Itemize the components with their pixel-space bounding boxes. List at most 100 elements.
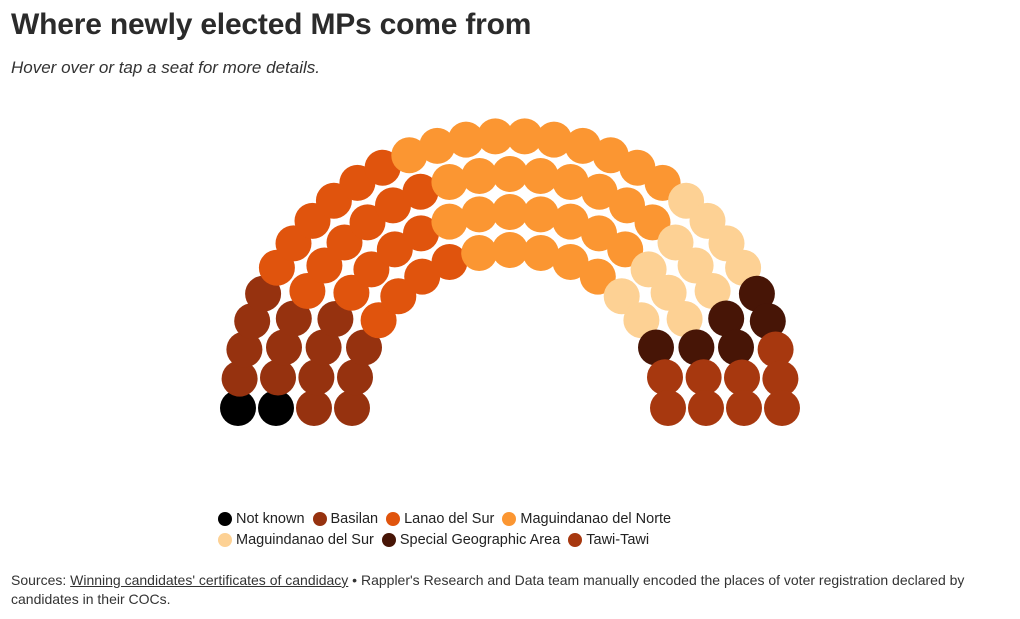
seat-maguindanao-del-norte[interactable] [448, 121, 484, 158]
seat-maguindanao-del-norte[interactable] [607, 231, 644, 268]
seat-lanao-del-sur[interactable] [431, 244, 468, 280]
legend-item: Special Geographic Area [381, 532, 560, 548]
seat-maguindanao-del-norte[interactable] [581, 173, 618, 210]
seat-lanao-del-sur[interactable] [353, 251, 390, 288]
seat-basilan[interactable] [334, 390, 370, 426]
legend-swatch [386, 511, 401, 526]
seat-maguindanao-del-norte[interactable] [461, 235, 498, 271]
seat-tawi-tawi[interactable] [724, 359, 760, 396]
seat-lanao-del-sur[interactable] [404, 258, 441, 295]
parliament-chart [220, 118, 800, 426]
seat-maguindanao-del-norte[interactable] [536, 121, 572, 158]
seat-tawi-tawi[interactable] [757, 331, 794, 368]
seat-basilan[interactable] [337, 359, 373, 396]
seat-maguindanao-del-norte[interactable] [552, 164, 589, 200]
seat-lanao-del-sur[interactable] [380, 278, 417, 315]
seat-maguindanao-del-norte[interactable] [579, 258, 616, 295]
seat-tawi-tawi[interactable] [764, 390, 800, 426]
legend-label: Basilan [330, 510, 379, 527]
seat-maguindanao-del-norte[interactable] [391, 137, 428, 174]
seat-lanao-del-sur[interactable] [333, 274, 370, 311]
seat-lanao-del-sur[interactable] [376, 231, 413, 268]
seat-maguindanao-del-norte[interactable] [592, 137, 629, 174]
seat-not-known[interactable] [220, 390, 256, 426]
legend-swatch [312, 511, 327, 526]
seat-maguindanao-del-norte[interactable] [477, 118, 514, 155]
legend-item: Maguindanao del Sur [218, 532, 374, 548]
legend-row: Not known Basilan Lanao del Sur Maguindanao… [218, 508, 738, 529]
seat-maguindanao-del-norte[interactable] [492, 156, 528, 192]
seat-basilan[interactable] [226, 331, 263, 368]
legend-swatch [502, 511, 517, 526]
seat-maguindanao-del-norte[interactable] [609, 187, 645, 224]
seat-basilan[interactable] [346, 329, 382, 366]
seat-maguindanao-del-norte[interactable] [564, 127, 601, 164]
seat-basilan[interactable] [234, 303, 271, 340]
seat-tawi-tawi[interactable] [650, 390, 686, 426]
seat-tawi-tawi[interactable] [688, 390, 724, 426]
seat-special-geographic-area[interactable] [638, 329, 674, 366]
seat-maguindanao-del-norte[interactable] [461, 158, 498, 194]
seat-maguindanao-del-sur[interactable] [623, 302, 660, 339]
seat-basilan[interactable] [260, 359, 296, 396]
seat-basilan[interactable] [266, 329, 302, 366]
legend-item: Tawi-Tawi [568, 532, 649, 548]
seat-lanao-del-sur[interactable] [349, 204, 386, 241]
seat-maguindanao-del-norte[interactable] [492, 232, 528, 268]
legend-row: Maguindanao del Sur Special Geographic Ar… [218, 529, 738, 550]
seat-special-geographic-area[interactable] [718, 329, 754, 366]
seat-maguindanao-del-norte[interactable] [419, 127, 456, 164]
seat-maguindanao-del-sur[interactable] [630, 251, 667, 288]
legend-item: Basilan [312, 510, 379, 527]
seat-maguindanao-del-norte[interactable] [431, 203, 468, 240]
chart-title: Where newly elected MPs come from [11, 8, 532, 41]
seat-maguindanao-del-norte[interactable] [581, 215, 617, 252]
legend-label: Lanao del Sur [404, 510, 495, 527]
seat-lanao-del-sur[interactable] [364, 149, 401, 186]
seat-maguindanao-del-sur[interactable] [666, 301, 703, 337]
seat-tawi-tawi[interactable] [726, 390, 762, 426]
seat-basilan[interactable] [317, 301, 354, 337]
seat-basilan[interactable] [298, 359, 335, 396]
seat-maguindanao-del-norte[interactable] [492, 194, 528, 230]
seat-maguindanao-del-norte[interactable] [552, 203, 589, 240]
seat-special-geographic-area[interactable] [678, 329, 715, 366]
seat-special-geographic-area[interactable] [738, 275, 775, 312]
seat-basilan[interactable] [305, 329, 342, 366]
seat-lanao-del-sur[interactable] [402, 173, 439, 210]
legend-label: Maguindanao del Sur [236, 531, 374, 548]
seat-basilan[interactable] [275, 300, 312, 337]
seat-maguindanao-del-norte[interactable] [552, 244, 589, 280]
seat-maguindanao-del-norte[interactable] [506, 118, 543, 155]
seat-tawi-tawi[interactable] [762, 360, 799, 397]
seat-maguindanao-del-sur[interactable] [694, 273, 731, 309]
seat-maguindanao-del-sur[interactable] [650, 274, 687, 311]
sources-note: Sources: Winning candidates' certificate… [11, 571, 1001, 609]
chart-subtitle: Hover over or tap a seat for more detail… [11, 58, 320, 77]
seat-maguindanao-del-sur[interactable] [677, 247, 714, 284]
seat-maguindanao-del-norte[interactable] [522, 158, 559, 194]
seat-not-known[interactable] [258, 390, 294, 426]
seat-lanao-del-sur[interactable] [360, 302, 397, 339]
legend-item: Maguindanao del Norte [502, 511, 671, 527]
sources-link[interactable]: Winning candidates' certificates of cand… [70, 572, 349, 588]
seat-lanao-del-sur[interactable] [289, 273, 326, 309]
seat-maguindanao-del-norte[interactable] [461, 196, 498, 233]
seat-special-geographic-area[interactable] [708, 300, 745, 337]
seat-basilan[interactable] [221, 360, 258, 397]
seat-basilan[interactable] [296, 390, 332, 426]
legend-label: Not known [236, 510, 305, 527]
seat-special-geographic-area[interactable] [749, 303, 786, 340]
seat-lanao-del-sur[interactable] [375, 187, 411, 224]
seat-maguindanao-del-norte[interactable] [522, 196, 559, 233]
seat-tawi-tawi[interactable] [647, 359, 683, 396]
legend-swatch [568, 532, 583, 547]
seat-maguindanao-del-sur[interactable] [603, 278, 640, 315]
seat-tawi-tawi[interactable] [685, 359, 722, 396]
legend-label: Tawi-Tawi [586, 531, 650, 548]
seat-maguindanao-del-norte[interactable] [431, 164, 468, 200]
seat-lanao-del-sur[interactable] [403, 215, 439, 252]
sources-text: • Rappler's Research and Data team manua… [11, 572, 965, 607]
sources-prefix: Sources: [11, 572, 71, 588]
seat-maguindanao-del-norte[interactable] [522, 235, 559, 271]
